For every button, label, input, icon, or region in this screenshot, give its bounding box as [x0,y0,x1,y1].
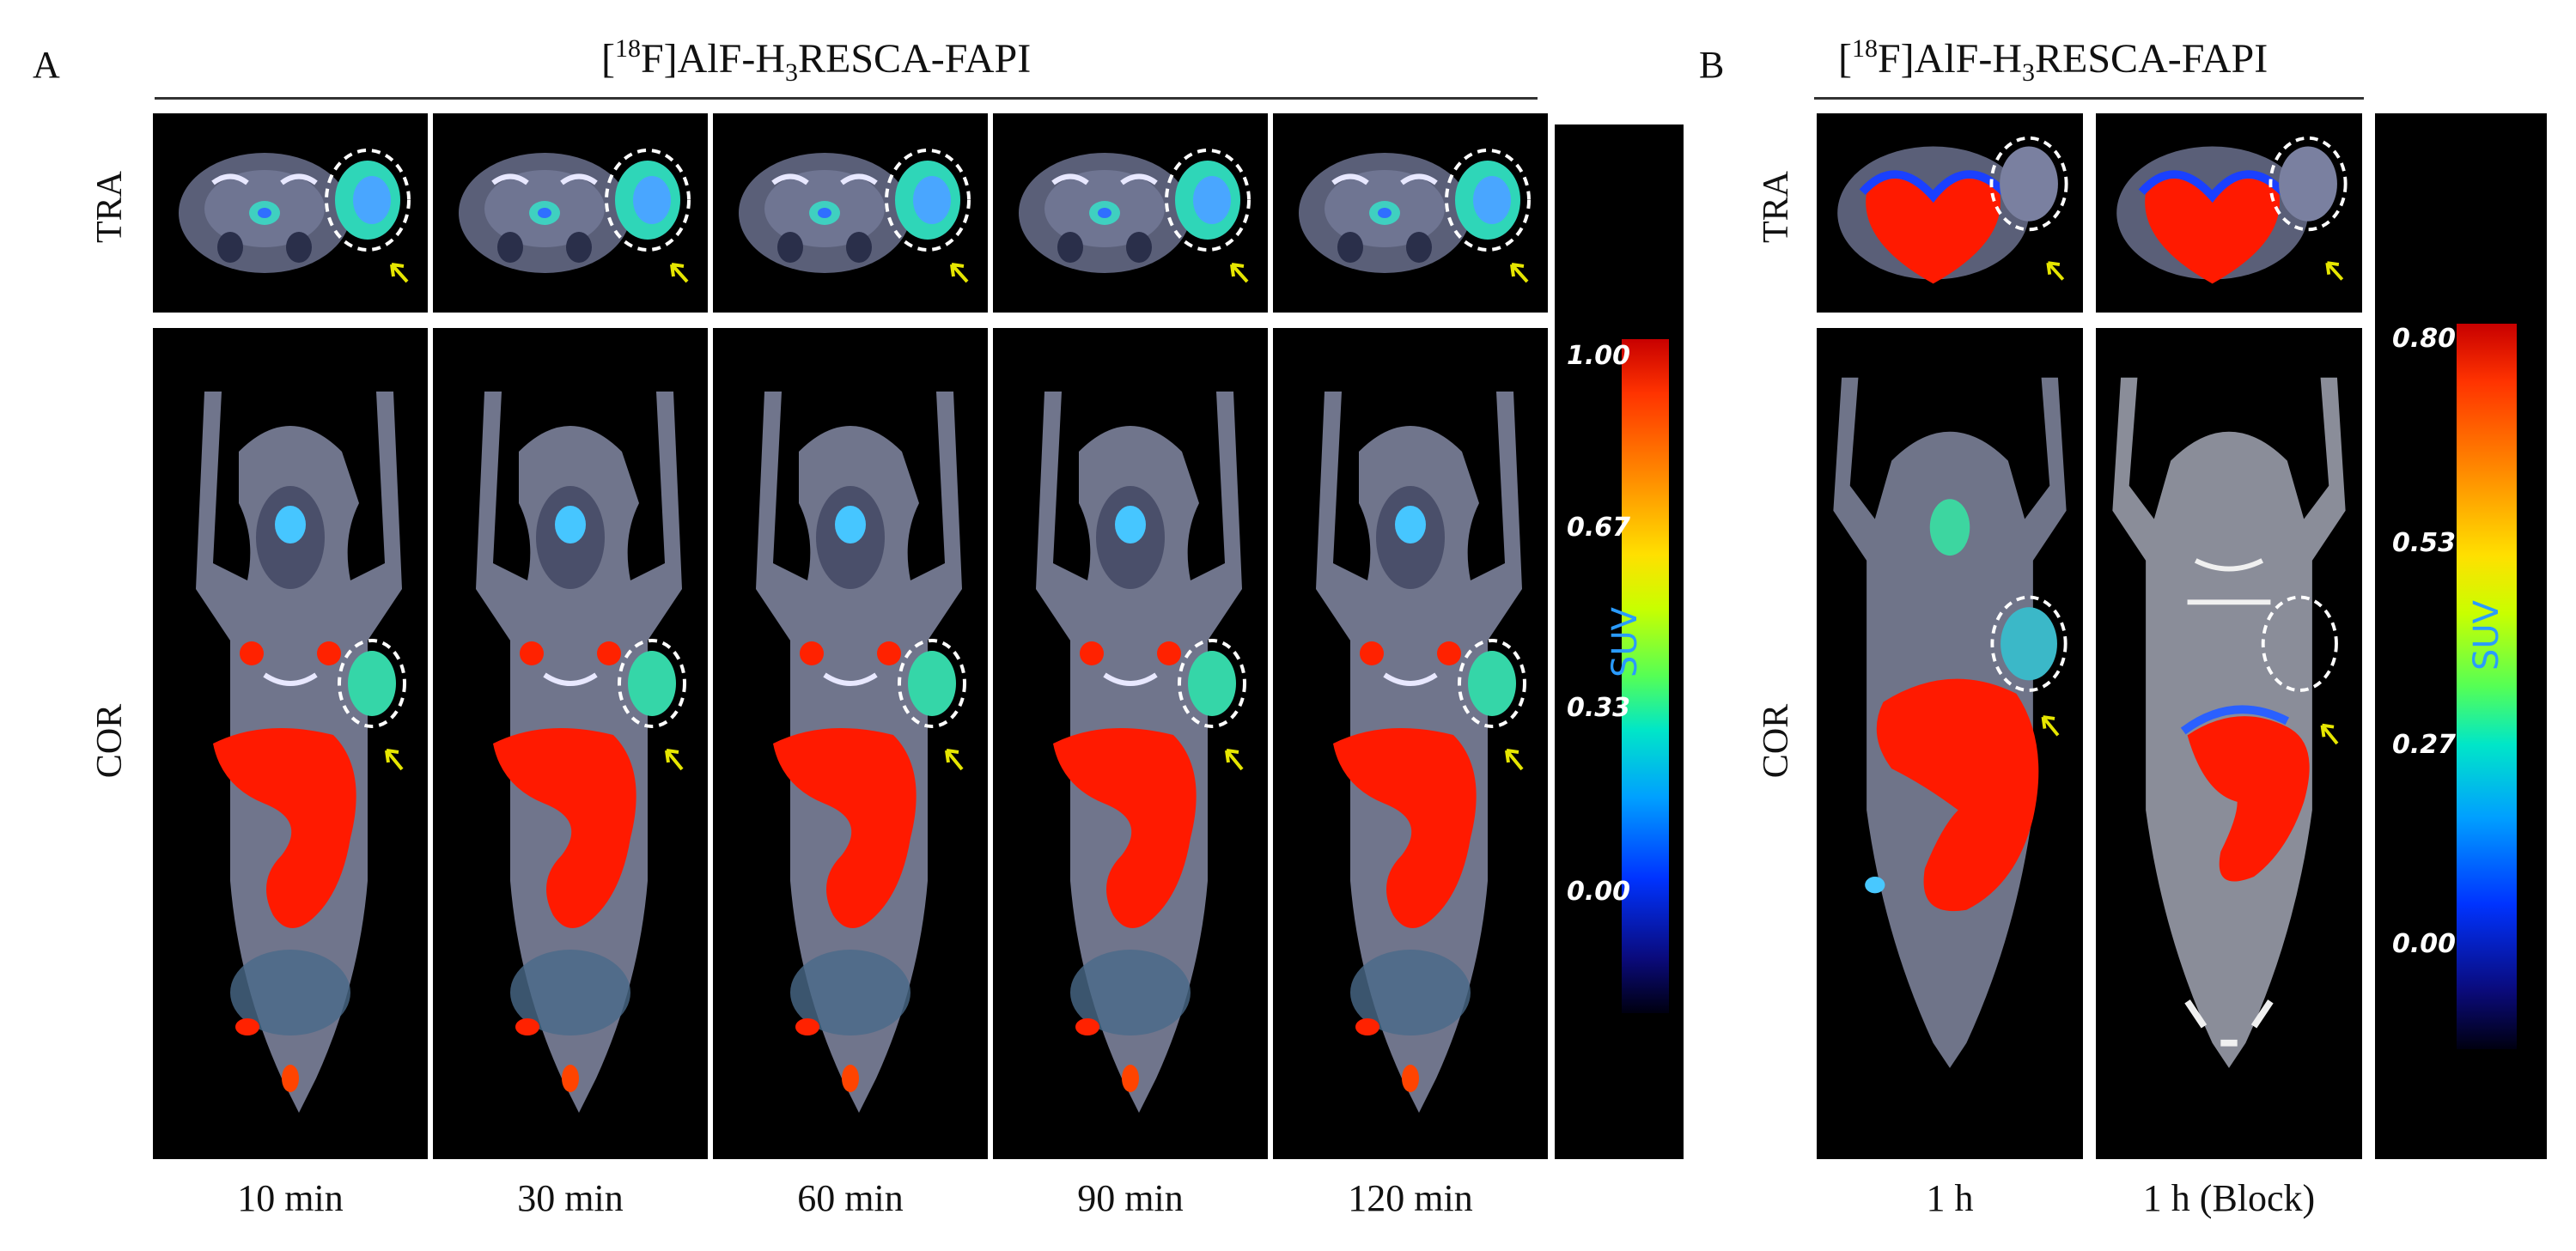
panel-b-colorbar: 0.80 0.53 0.27 0.00 SUV [2375,113,2547,1159]
panel-b-tick-4: 0.00 [2392,929,2457,959]
panel-a-colorbar-gradient [1622,339,1669,1013]
panel-b-tick-2: 0.53 [2392,528,2457,558]
panel-b-row-label-tra: TRA [1757,171,1796,243]
panel-b-row-label-cor: COR [1757,703,1796,779]
panel-b-tick-3: 0.27 [2392,730,2457,760]
panel-b-colorbar-gradient [2457,324,2517,1049]
tra-image-1h-block [2096,113,2362,313]
panel-a-tick-3: 0.33 [1567,693,1631,723]
condition-label-1h-block: 1 h (Block) [2142,1177,2316,1219]
panel-b-title: [18F]AlF-H3RESCA-FAPI [1838,34,2268,87]
panel-a-row-label-cor: COR [90,703,130,779]
timepoint-label-1: 10 min [237,1177,344,1219]
tra-image-10min [153,113,428,313]
panel-b-title-rule [1814,97,2364,100]
cor-image-10min [153,328,428,1159]
panel-a-title-rule [155,97,1538,100]
cor-image-1h [1817,328,2083,1159]
cor-image-90min [993,328,1268,1159]
panel-a-row-label-tra: TRA [90,171,130,243]
tra-image-1h [1817,113,2083,313]
panel-a-suv-label: SUV [1605,606,1645,678]
panel-a-tick-1: 1.00 [1567,341,1631,371]
timepoint-label-4: 90 min [1077,1177,1184,1219]
tra-image-60min [713,113,988,313]
panel-b-suv-label: SUV [2467,599,2506,671]
panel-b-letter: B [1699,44,1725,86]
tra-image-30min [433,113,708,313]
cor-image-1h-block [2096,328,2362,1159]
cor-image-120min [1273,328,1548,1159]
timepoint-label-2: 30 min [517,1177,624,1219]
panel-b-tick-1: 0.80 [2392,324,2457,354]
cor-image-30min [433,328,708,1159]
panel-a-tick-2: 0.67 [1567,513,1631,543]
timepoint-label-3: 60 min [797,1177,904,1219]
tra-image-90min [993,113,1268,313]
panel-a-colorbar: 1.00 0.67 0.33 0.00 SUV [1555,124,1684,1159]
panel-a-tick-4: 0.00 [1567,877,1631,907]
panel-a-letter: A [33,44,60,86]
tra-image-120min [1273,113,1548,313]
timepoint-label-5: 120 min [1348,1177,1473,1219]
panel-a-title: [18F]AlF-H3RESCA-FAPI [601,34,1032,87]
condition-label-1h: 1 h [1926,1177,1974,1219]
cor-image-60min [713,328,988,1159]
